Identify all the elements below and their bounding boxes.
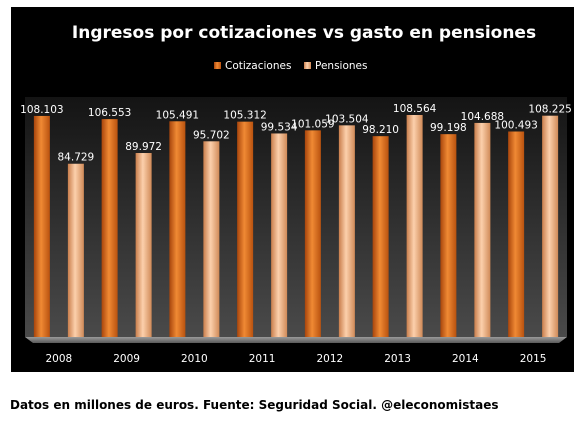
plot-floor — [25, 337, 567, 343]
data-label-cotizaciones-2012: 101.059 — [291, 118, 334, 130]
data-label-pensiones-2015: 108.225 — [528, 104, 571, 116]
bar-cotizaciones-2009 — [101, 119, 118, 337]
bar-cotizaciones-2012 — [304, 130, 321, 337]
data-label-pensiones-2012: 103.504 — [325, 113, 369, 125]
x-tick-2009: 2009 — [113, 353, 140, 365]
bar-pensiones-2008 — [67, 163, 84, 337]
chart-frame: Ingresos por cotizaciones vs gasto en pe… — [11, 7, 574, 372]
bar-chart: Ingresos por cotizaciones vs gasto en pe… — [20, 23, 572, 365]
bar-cotizaciones-2010 — [169, 121, 186, 337]
legend-label-pensiones: Pensiones — [315, 60, 367, 72]
x-tick-2008: 2008 — [46, 353, 73, 365]
data-label-pensiones-2008: 84.729 — [58, 152, 95, 164]
data-label-cotizaciones-2013: 98.210 — [362, 124, 399, 136]
x-tick-2011: 2011 — [249, 353, 276, 365]
x-tick-2013: 2013 — [384, 353, 411, 365]
x-tick-2014: 2014 — [452, 353, 479, 365]
data-labels-layer: 108.103 84.729 106.553 89.972 105.491 95.702 1… — [20, 103, 572, 164]
legend-swatch-pensiones — [304, 62, 311, 69]
bar-cotizaciones-2011 — [237, 121, 254, 338]
bar-pensiones-2015 — [542, 115, 559, 338]
bar-cotizaciones-2013 — [372, 136, 389, 337]
legend-swatch-cotizaciones — [214, 62, 221, 69]
x-axis-ticks: 2008 2009 2010 2011 2012 2013 2014 2015 — [46, 353, 547, 365]
x-tick-2012: 2012 — [317, 353, 344, 365]
data-label-cotizaciones-2011: 105.312 — [223, 110, 266, 122]
bar-cotizaciones-2014 — [440, 134, 457, 337]
x-tick-2010: 2010 — [181, 353, 208, 365]
data-label-cotizaciones-2010: 105.491 — [156, 109, 199, 121]
data-label-pensiones-2013: 108.564 — [393, 103, 437, 115]
bar-pensiones-2012 — [338, 125, 355, 337]
bar-pensiones-2009 — [135, 153, 152, 337]
bar-cotizaciones-2008 — [33, 115, 50, 337]
x-tick-2015: 2015 — [520, 353, 547, 365]
data-label-pensiones-2011: 99.534 — [261, 121, 298, 133]
data-label-cotizaciones-2015: 100.493 — [494, 120, 537, 132]
source-note: Datos en millones de euros. Fuente: Segu… — [10, 398, 499, 412]
legend: Cotizaciones Pensiones — [214, 60, 367, 72]
data-label-pensiones-2010: 95.702 — [193, 129, 230, 141]
bar-pensiones-2014 — [474, 122, 491, 338]
bar-pensiones-2013 — [406, 115, 423, 337]
chart-title: Ingresos por cotizaciones vs gasto en pe… — [72, 23, 536, 43]
bar-pensiones-2010 — [203, 141, 220, 337]
data-label-cotizaciones-2014: 99.198 — [430, 122, 467, 134]
bars-layer — [33, 115, 559, 338]
data-label-cotizaciones-2009: 106.553 — [88, 107, 131, 119]
data-label-cotizaciones-2008: 108.103 — [20, 104, 63, 116]
data-label-pensiones-2014: 104.688 — [461, 111, 504, 123]
bar-cotizaciones-2015 — [508, 131, 525, 337]
legend-label-cotizaciones: Cotizaciones — [225, 60, 291, 72]
data-label-pensiones-2009: 89.972 — [125, 141, 162, 153]
bar-pensiones-2011 — [271, 133, 288, 337]
